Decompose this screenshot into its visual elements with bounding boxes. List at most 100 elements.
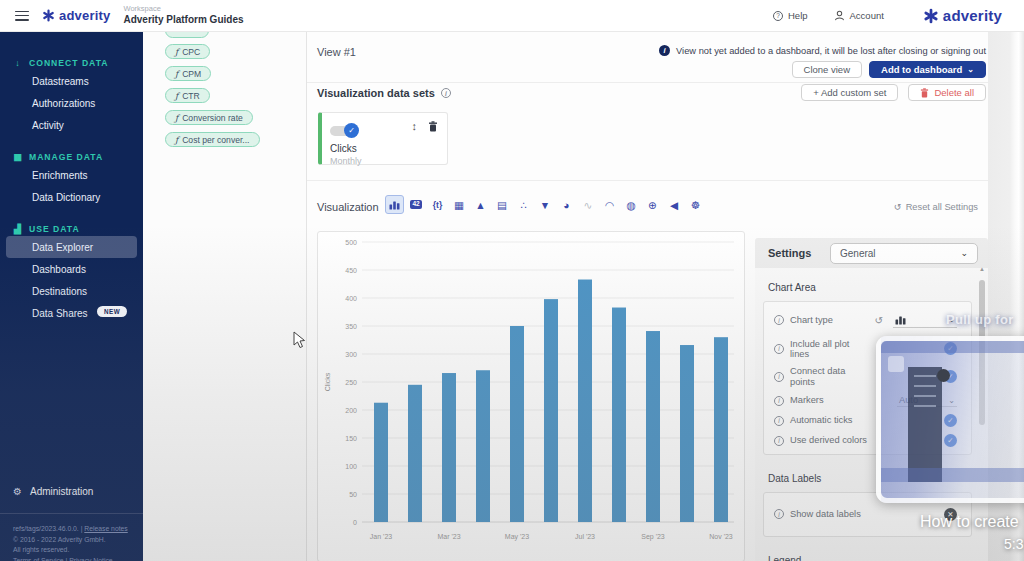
scroll-up-arrow-icon[interactable]: ▲ <box>979 266 985 272</box>
info-icon: i <box>774 372 784 382</box>
logo-text: adverity <box>59 8 110 23</box>
drag-handle-icon[interactable]: ↕ <box>412 120 418 132</box>
sidebar-item-destinations[interactable]: Destinations <box>6 280 137 302</box>
chart-type-toolbar: 42{t}▦▲▤∴▼◕∿◠◍⊕◀☸ <box>385 195 705 214</box>
sidebar-item-enrichments[interactable]: Enrichments <box>6 164 137 186</box>
help-icon: ? <box>773 11 783 21</box>
reset-icon[interactable]: ↺ <box>875 315 883 326</box>
tool-cone-icon[interactable]: ◀ <box>665 195 684 214</box>
workspace-label: Workspace <box>123 5 243 14</box>
sidebar: ↓CONNECT DATA DatastreamsAuthorizationsAc… <box>0 32 143 561</box>
info-icon: i <box>774 344 784 354</box>
clone-view-button[interactable]: Clone view <box>792 61 862 78</box>
svg-text:Jan '23: Jan '23 <box>370 533 392 540</box>
svg-text:Clicks: Clicks <box>324 372 331 391</box>
tool-data-table-icon[interactable]: 42 <box>407 195 426 214</box>
sidebar-item-authorizations[interactable]: Authorizations <box>6 92 137 114</box>
sidebar-item-data-explorer[interactable]: Data Explorer <box>6 236 137 258</box>
tool-pivot-table-icon[interactable]: ▦ <box>450 195 469 214</box>
copyright-text: © 2016 - 2022 Adverity GmbH. <box>13 535 128 546</box>
svg-text:400: 400 <box>345 295 357 302</box>
settings-select-value: General <box>840 248 876 259</box>
settings-header: Settings General⌄ <box>755 238 988 268</box>
tool-network-icon[interactable]: ☸ <box>686 195 705 214</box>
metric-pill-clipped[interactable] <box>165 32 209 38</box>
tool-treemap-icon[interactable]: ▤ <box>493 195 512 214</box>
adverity-logo-mark <box>923 8 939 24</box>
adverity-logo[interactable]: adverity <box>42 8 110 23</box>
sidebar-item-data-dictionary[interactable]: Data Dictionary <box>6 186 137 208</box>
reset-all-settings-button[interactable]: ↺Reset all Settings <box>894 201 978 212</box>
release-notes-link[interactable]: Release notes <box>84 525 127 532</box>
rights-text: All rights reserved. <box>13 545 128 556</box>
section-label: MANAGE DATA <box>29 152 103 162</box>
video-caption: How to create <box>920 513 1019 531</box>
settings-select[interactable]: General⌄ <box>830 243 978 264</box>
add-to-dashboard-button[interactable]: Add to dashboard⌄ <box>869 61 986 78</box>
sidebar-item-datastreams[interactable]: Datastreams <box>6 70 137 92</box>
hamburger-menu-icon[interactable] <box>15 11 29 21</box>
account-icon <box>834 10 845 21</box>
settings-title: Settings <box>768 247 811 259</box>
new-badge: NEW <box>97 306 127 317</box>
tool-map-icon[interactable]: ◍ <box>622 195 641 214</box>
logo-text: adverity <box>943 7 1002 24</box>
svg-text:200: 200 <box>345 407 357 414</box>
adverity-logo-mark <box>42 9 55 22</box>
section-label: USE DATA <box>29 224 80 234</box>
function-icon: ƒ <box>175 47 178 57</box>
sidebar-section-connect-data: ↓CONNECT DATA <box>0 58 143 68</box>
datasets-title: Visualization data setsi <box>317 87 451 99</box>
svg-text:150: 150 <box>345 435 357 442</box>
dashboard-notice: i View not yet added to a dashboard, it … <box>659 45 986 56</box>
metric-pill-cpm[interactable]: ƒCPM <box>165 66 211 81</box>
function-icon: ƒ <box>175 113 178 123</box>
metric-pill-conversion-rate[interactable]: ƒConversion rate <box>165 110 253 125</box>
pip-top-strip <box>881 341 1024 353</box>
sidebar-item-data-shares[interactable]: Data SharesNEW <box>6 302 137 324</box>
dataset-toggle[interactable]: ✓ <box>330 126 356 136</box>
page: adverity Workspace Adverity Platform Gui… <box>0 0 1024 561</box>
footer-links[interactable]: Terms of Service | Privacy Notice <box>13 556 128 561</box>
trash-icon[interactable] <box>428 121 438 132</box>
setting-label: Markers <box>790 395 868 405</box>
add-custom-set-button[interactable]: + Add custom set <box>801 84 898 101</box>
tool-pie-icon[interactable]: ◕ <box>557 195 576 214</box>
dataset-card[interactable]: ✓ ↕ Clicks Monthly <box>318 112 448 165</box>
tool-spline-icon[interactable]: ∿ <box>579 195 598 214</box>
help-link[interactable]: ?Help <box>773 10 808 21</box>
pip-logo-box <box>888 356 904 372</box>
workspace-name[interactable]: Adverity Platform Guides <box>123 14 243 26</box>
tool-bar-chart-icon[interactable] <box>385 195 404 214</box>
svg-text:Jul '23: Jul '23 <box>575 533 595 540</box>
tool-text-format-icon[interactable]: {t} <box>428 195 447 214</box>
info-icon: i <box>774 509 784 519</box>
sidebar-item-activity[interactable]: Activity <box>6 114 137 136</box>
tool-funnel-icon[interactable]: ▼ <box>536 195 555 214</box>
video-timestamp: 5:3 <box>1004 536 1023 552</box>
sidebar-item-administration[interactable]: ⚙ Administration <box>0 486 143 497</box>
tool-area-chart-icon[interactable]: ▲ <box>471 195 490 214</box>
pull-up-text: Pull up for <box>946 312 1014 327</box>
add-to-dashboard-label: Add to dashboard <box>881 64 962 75</box>
sidebar-section-use-data: ▟USE DATA <box>0 224 143 234</box>
metric-pill-ctr[interactable]: ƒCTR <box>165 88 210 103</box>
tool-globe-icon[interactable]: ⊕ <box>643 195 662 214</box>
account-label: Account <box>850 10 884 21</box>
tool-scatter-icon[interactable]: ∴ <box>514 195 533 214</box>
account-link[interactable]: Account <box>834 10 884 21</box>
video-pip-overlay[interactable] <box>876 336 1024 503</box>
delete-all-button[interactable]: Delete all <box>908 84 986 101</box>
metric-pill-cost-per-conver[interactable]: ƒCost per conver... <box>165 132 260 147</box>
setting-label: Automatic ticks <box>790 415 868 425</box>
svg-text:Sep '23: Sep '23 <box>641 533 665 541</box>
metric-label: CPM <box>182 69 201 79</box>
metric-pill-cpc[interactable]: ƒCPC <box>165 44 210 59</box>
info-filled-icon: i <box>659 45 670 56</box>
svg-text:100: 100 <box>345 463 357 470</box>
tool-gauge-icon[interactable]: ◠ <box>600 195 619 214</box>
version-text: refs/tags/2023.46.0.0. <box>13 525 79 532</box>
workspace-info: Workspace Adverity Platform Guides <box>123 5 243 25</box>
metric-label: CTR <box>182 91 200 101</box>
sidebar-item-dashboards[interactable]: Dashboards <box>6 258 137 280</box>
